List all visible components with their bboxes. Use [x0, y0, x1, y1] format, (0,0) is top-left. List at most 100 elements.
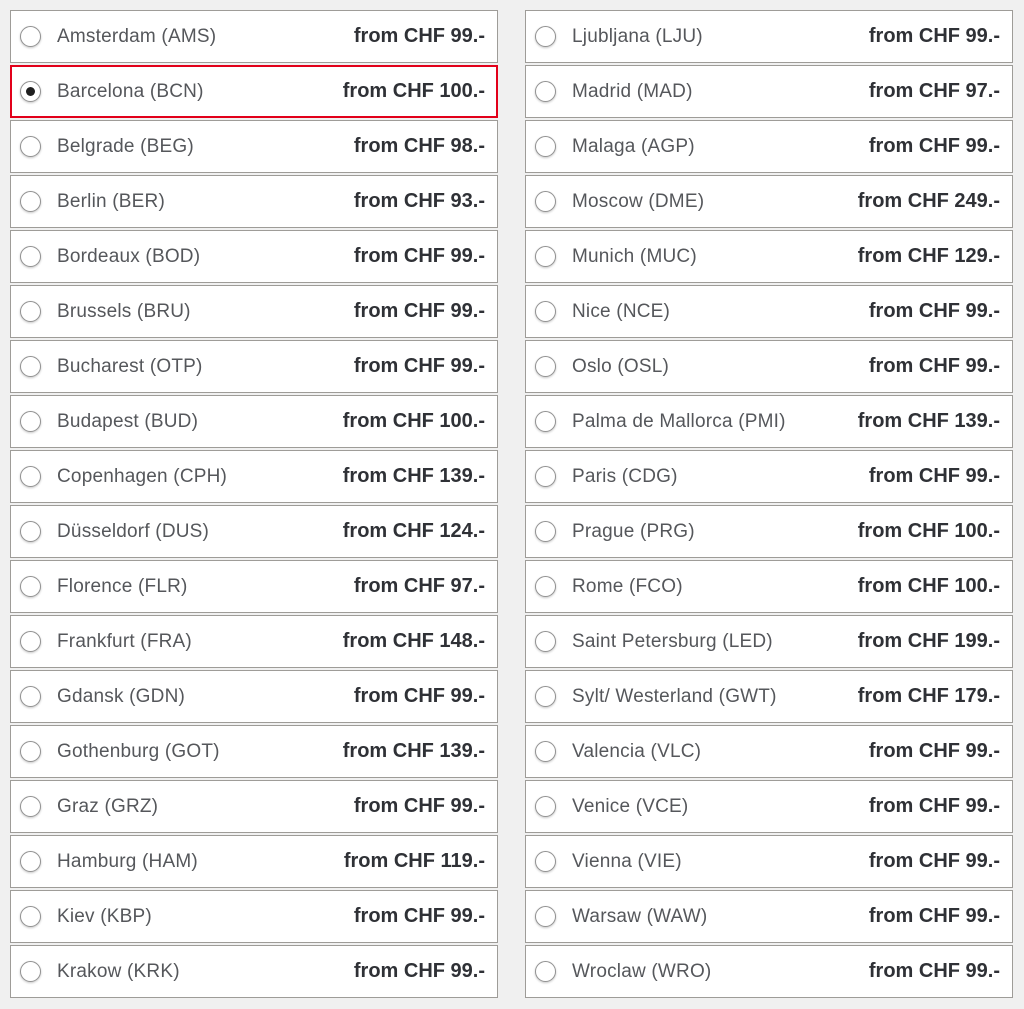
radio-button-icon[interactable] [535, 851, 556, 872]
radio-button-icon[interactable] [20, 521, 41, 542]
destination-option[interactable]: Vienna (VIE) from CHF 99.- [525, 835, 1013, 888]
radio-button-icon[interactable] [20, 191, 41, 212]
destination-label: Oslo (OSL) [572, 355, 670, 377]
destination-option[interactable]: Bordeaux (BOD) from CHF 99.- [10, 230, 498, 283]
radio-button-icon[interactable] [20, 961, 41, 982]
radio-button-icon[interactable] [20, 136, 41, 157]
destination-option[interactable]: Gdansk (GDN) from CHF 99.- [10, 670, 498, 723]
radio-button-icon[interactable] [535, 191, 556, 212]
destination-option[interactable]: Copenhagen (CPH) from CHF 139.- [10, 450, 498, 503]
radio-button-icon[interactable] [535, 741, 556, 762]
destination-option[interactable]: Prague (PRG) from CHF 100.- [525, 505, 1013, 558]
destination-option[interactable]: Munich (MUC) from CHF 129.- [525, 230, 1013, 283]
price-label: from CHF 99.- [868, 300, 1000, 322]
destination-option[interactable]: Gothenburg (GOT) from CHF 139.- [10, 725, 498, 778]
radio-button-icon[interactable] [20, 246, 41, 267]
radio-button-icon[interactable] [535, 136, 556, 157]
destination-option[interactable]: Rome (FCO) from CHF 100.- [525, 560, 1013, 613]
price-label: from CHF 99.- [353, 245, 485, 267]
destination-option[interactable]: Palma de Mallorca (PMI) from CHF 139.- [525, 395, 1013, 448]
radio-button-icon[interactable] [20, 26, 41, 47]
price-label: from CHF 129.- [857, 245, 1000, 267]
destination-label: Vienna (VIE) [572, 850, 682, 872]
price-label: from CHF 97.- [353, 575, 485, 597]
destination-option[interactable]: Warsaw (WAW) from CHF 99.- [525, 890, 1013, 943]
destination-option[interactable]: Berlin (BER) from CHF 93.- [10, 175, 498, 228]
destination-option[interactable]: Hamburg (HAM) from CHF 119.- [10, 835, 498, 888]
radio-button-icon[interactable] [20, 906, 41, 927]
radio-button-icon[interactable] [20, 301, 41, 322]
radio-button-icon[interactable] [20, 631, 41, 652]
destination-option[interactable]: Venice (VCE) from CHF 99.- [525, 780, 1013, 833]
destination-option[interactable]: Paris (CDG) from CHF 99.- [525, 450, 1013, 503]
destination-option[interactable]: Moscow (DME) from CHF 249.- [525, 175, 1013, 228]
destination-option[interactable]: Sylt/ Westerland (GWT) from CHF 179.- [525, 670, 1013, 723]
destination-label: Florence (FLR) [57, 575, 188, 597]
radio-button-icon[interactable] [535, 906, 556, 927]
destination-option[interactable]: Belgrade (BEG) from CHF 98.- [10, 120, 498, 173]
destination-option[interactable]: Bucharest (OTP) from CHF 99.- [10, 340, 498, 393]
destination-label: Nice (NCE) [572, 300, 671, 322]
radio-button-icon[interactable] [20, 466, 41, 487]
destination-label: Budapest (BUD) [57, 410, 199, 432]
destination-label: Palma de Mallorca (PMI) [572, 410, 786, 432]
radio-button-icon[interactable] [20, 576, 41, 597]
radio-button-icon[interactable] [535, 631, 556, 652]
radio-button-icon[interactable] [535, 246, 556, 267]
destination-option[interactable]: Brussels (BRU) from CHF 99.- [10, 285, 498, 338]
destination-option[interactable]: Budapest (BUD) from CHF 100.- [10, 395, 498, 448]
radio-button-icon[interactable] [20, 741, 41, 762]
destination-option[interactable]: Graz (GRZ) from CHF 99.- [10, 780, 498, 833]
radio-button-icon[interactable] [535, 521, 556, 542]
destination-label: Venice (VCE) [572, 795, 689, 817]
radio-button-icon[interactable] [20, 851, 41, 872]
destination-option[interactable]: Amsterdam (AMS) from CHF 99.- [10, 10, 498, 63]
destination-label: Malaga (AGP) [572, 135, 695, 157]
destination-option[interactable]: Nice (NCE) from CHF 99.- [525, 285, 1013, 338]
radio-button-icon[interactable] [535, 356, 556, 377]
radio-button-icon[interactable] [20, 411, 41, 432]
destination-label: Sylt/ Westerland (GWT) [572, 685, 777, 707]
radio-button-icon[interactable] [535, 796, 556, 817]
radio-button-icon[interactable] [535, 686, 556, 707]
destination-label: Wroclaw (WRO) [572, 960, 712, 982]
destination-option[interactable]: Frankfurt (FRA) from CHF 148.- [10, 615, 498, 668]
destination-label: Rome (FCO) [572, 575, 683, 597]
radio-button-icon[interactable] [535, 961, 556, 982]
destination-option[interactable]: Oslo (OSL) from CHF 99.- [525, 340, 1013, 393]
destination-option[interactable]: Malaga (AGP) from CHF 99.- [525, 120, 1013, 173]
radio-button-icon[interactable] [20, 686, 41, 707]
radio-button-icon[interactable] [20, 356, 41, 377]
price-label: from CHF 99.- [868, 905, 1000, 927]
price-label: from CHF 99.- [353, 960, 485, 982]
price-label: from CHF 139.- [342, 465, 485, 487]
radio-button-icon[interactable] [535, 26, 556, 47]
destination-option[interactable]: Krakow (KRK) from CHF 99.- [10, 945, 498, 998]
destination-option[interactable]: Düsseldorf (DUS) from CHF 124.- [10, 505, 498, 558]
destination-label: Saint Petersburg (LED) [572, 630, 773, 652]
radio-button-icon[interactable] [535, 411, 556, 432]
destination-option[interactable]: Saint Petersburg (LED) from CHF 199.- [525, 615, 1013, 668]
price-label: from CHF 99.- [868, 960, 1000, 982]
destination-option[interactable]: Valencia (VLC) from CHF 99.- [525, 725, 1013, 778]
destination-option[interactable]: Florence (FLR) from CHF 97.- [10, 560, 498, 613]
radio-button-icon[interactable] [20, 81, 41, 102]
destination-option[interactable]: Kiev (KBP) from CHF 99.- [10, 890, 498, 943]
destination-label: Gdansk (GDN) [57, 685, 186, 707]
destination-label: Hamburg (HAM) [57, 850, 198, 872]
destination-label: Prague (PRG) [572, 520, 695, 542]
radio-button-icon[interactable] [535, 466, 556, 487]
price-label: from CHF 119.- [343, 850, 485, 872]
radio-button-icon[interactable] [20, 796, 41, 817]
destination-label: Madrid (MAD) [572, 80, 693, 102]
destination-option[interactable]: Barcelona (BCN) from CHF 100.- [10, 65, 498, 118]
price-label: from CHF 139.- [342, 740, 485, 762]
price-label: from CHF 99.- [868, 795, 1000, 817]
radio-button-icon[interactable] [535, 81, 556, 102]
destination-option[interactable]: Madrid (MAD) from CHF 97.- [525, 65, 1013, 118]
destination-label: Frankfurt (FRA) [57, 630, 192, 652]
radio-button-icon[interactable] [535, 576, 556, 597]
destination-option[interactable]: Ljubljana (LJU) from CHF 99.- [525, 10, 1013, 63]
destination-option[interactable]: Wroclaw (WRO) from CHF 99.- [525, 945, 1013, 998]
radio-button-icon[interactable] [535, 301, 556, 322]
